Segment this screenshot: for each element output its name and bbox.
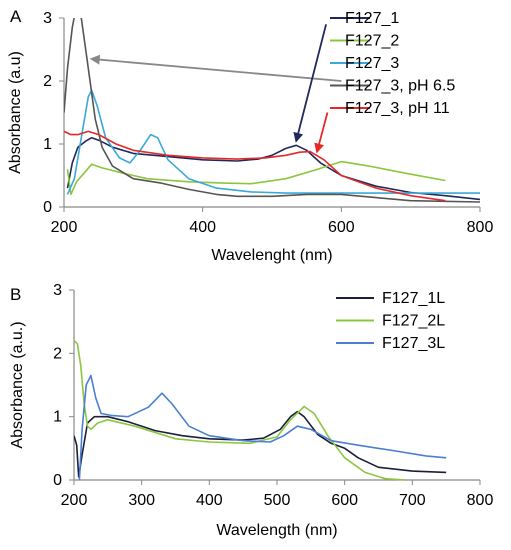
panel-a-series-group <box>64 18 480 203</box>
panel-a-y-tick-label: 1 <box>43 136 52 153</box>
panel-a-legend-label-f127-1: F127_1 <box>345 10 399 27</box>
panel-b-x-tick-label: 200 <box>61 492 88 509</box>
panel-b-y-tick-label: 0 <box>53 472 62 489</box>
panel-a-legend-label-f127-3-ph-6-5: F127_3, pH 6.5 <box>345 78 455 95</box>
panel-b-y-tick-label: 3 <box>53 282 62 299</box>
panel-b-legend-label-f127-2l: F127_2L <box>382 313 445 330</box>
panel-b-legend: F127_1L F127_2L F127_3L <box>336 290 445 352</box>
panel-a-series-f127-3-ph-6-5 <box>64 18 480 203</box>
panel-a-y-tick-label: 0 <box>43 199 52 216</box>
panel-a-series-f127-1 <box>66 136 480 201</box>
panel-a-legend-label-f127-3: F127_3 <box>345 55 399 72</box>
panel-a-x-tick-label: 800 <box>467 219 494 236</box>
panel-a-y-axis-label: Absorbance (a.u) <box>7 51 24 174</box>
panel-a-annotation-arrow <box>293 24 327 143</box>
panel-b-y-axis-label: Absorbance (a.u.) <box>9 321 26 448</box>
panel-a-x-axis-label: Wavelenght (nm) <box>211 247 332 264</box>
panel-b-x-axis-label: Wavelength (nm) <box>216 522 337 539</box>
panel-b-y-tick-label: 2 <box>53 345 62 362</box>
panel-a-x-tick-label: 400 <box>189 219 216 236</box>
panel-b-legend-label-f127-1l: F127_1L <box>382 290 445 307</box>
panel-a-x-tick-label: 200 <box>51 219 78 236</box>
panel-b: B 0 1 2 3 200 300 400 500 600 700 800 Wavelength (nm… <box>9 282 493 539</box>
panel-b-series-f127-1l <box>74 410 447 478</box>
panel-b-x-tick-label: 300 <box>128 492 155 509</box>
panel-a-legend-label-f127-3-ph-11: F127_3, pH 11 <box>345 100 450 117</box>
panel-a-label: A <box>10 7 22 26</box>
panel-b-x-tick-label: 700 <box>399 492 426 509</box>
panel-b-x-tick-label: 400 <box>196 492 223 509</box>
panel-b-y-tick-label: 1 <box>53 409 62 426</box>
panel-a: A 0 1 2 3 200 400 600 800 Wavelenght (nm) Absorban… <box>7 7 494 264</box>
panel-a-y-tick-label: 3 <box>43 10 52 27</box>
panel-b-x-tick-label: 800 <box>467 492 494 509</box>
panel-b-series-f127-2l <box>74 340 406 481</box>
panel-a-series-f127-3-ph-11 <box>64 130 446 202</box>
panel-b-label: B <box>10 285 21 304</box>
panel-b-series-f127-3l <box>78 374 447 481</box>
panel-b-x-tick-label: 600 <box>331 492 358 509</box>
panel-a-legend-label-f127-2: F127_2 <box>345 33 399 50</box>
panel-a-series-f127-2 <box>66 160 446 196</box>
panel-b-x-tick-label: 500 <box>264 492 291 509</box>
panel-a-annotation-arrow <box>89 54 342 82</box>
panel-a-annotation-arrow <box>314 112 329 154</box>
panel-a-x-tick-label: 600 <box>328 219 355 236</box>
panel-a-series-f127-3 <box>66 89 480 195</box>
panel-a-y-tick-label: 2 <box>43 73 52 90</box>
panel-a-legend: F127_1 F127_2 F127_3 F127_3, pH 6.5 F127_3, … <box>330 10 455 117</box>
panel-b-series-group <box>74 340 447 481</box>
panel-b-legend-label-f127-3l: F127_3L <box>382 335 445 352</box>
